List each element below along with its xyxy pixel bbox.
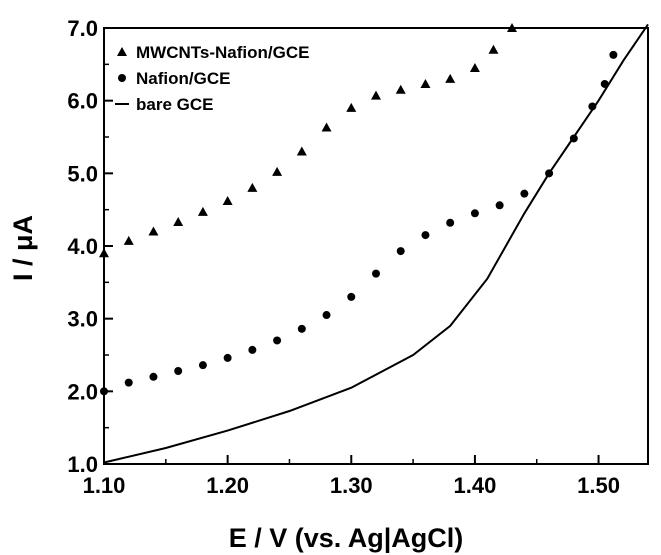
y-tick-label: 1.0 [67, 452, 98, 477]
legend-label: Nafion/GCE [136, 69, 230, 88]
y-tick-label: 4.0 [67, 234, 98, 259]
data-point-nafion [124, 378, 133, 387]
data-point-nafion [470, 209, 479, 218]
y-axis-ticks: 1.0 2.0 3.0 4.0 5.0 6.0 7.0 [67, 16, 113, 477]
data-point-mwcnts [371, 90, 381, 100]
x-tick-label: 1.50 [577, 473, 620, 498]
y-tick-label: 6.0 [67, 89, 98, 114]
data-point-nafion [198, 361, 207, 370]
data-point-nafion [347, 292, 356, 301]
data-point-nafion [223, 353, 232, 362]
y-tick-label: 7.0 [67, 16, 98, 41]
data-point-nafion [149, 372, 158, 381]
x-axis-ticks: 1.10 1.20 1.30 1.40 1.50 [83, 455, 620, 498]
y-tick-label: 2.0 [67, 379, 98, 404]
data-point-mwcnts [197, 206, 208, 216]
data-point-mwcnts [420, 78, 431, 88]
y-tick-label: 3.0 [67, 307, 98, 332]
data-point-mwcnts [445, 73, 456, 83]
data-point-mwcnts [247, 182, 258, 192]
data-point-nafion [100, 387, 108, 396]
data-point-nafion [372, 269, 380, 278]
data-point-nafion [322, 311, 331, 320]
legend-label: MWCNTs-Nafion/GCE [136, 43, 309, 62]
legend-label: bare GCE [136, 95, 213, 114]
data-point-mwcnts [173, 217, 184, 227]
x-tick-label: 1.20 [206, 473, 249, 498]
data-point-nafion [273, 336, 282, 345]
legend: MWCNTs-Nafion/GCE Nafion/GCE bare GCE [115, 43, 309, 114]
data-point-mwcnts [272, 166, 283, 176]
series-line-bare-gce [103, 23, 649, 464]
data-point-mwcnts [395, 84, 406, 94]
data-point-mwcnts [346, 102, 357, 112]
y-axis-title: I / μA [8, 215, 38, 281]
x-axis-title: E / V (vs. Ag|AgCl) [229, 523, 464, 553]
data-point-mwcnts [99, 248, 109, 258]
series-layer [99, 23, 649, 464]
y-tick-label: 5.0 [67, 161, 98, 186]
data-point-mwcnts [488, 44, 499, 54]
data-point-nafion [446, 218, 455, 227]
data-point-nafion [495, 201, 504, 210]
x-tick-label: 1.30 [330, 473, 373, 498]
data-point-nafion [248, 345, 257, 354]
data-point-mwcnts [469, 62, 480, 72]
data-point-mwcnts [123, 235, 134, 245]
data-point-nafion [297, 324, 306, 333]
data-point-nafion [396, 247, 405, 256]
data-point-nafion [174, 366, 183, 375]
data-point-mwcnts [296, 146, 307, 156]
data-point-mwcnts [148, 226, 159, 236]
data-point-mwcnts [507, 23, 517, 32]
data-point-mwcnts [222, 195, 233, 205]
legend-marker-triangle [117, 47, 127, 56]
legend-marker-circle [118, 74, 126, 82]
data-point-nafion [421, 231, 430, 240]
data-point-mwcnts [321, 122, 332, 132]
data-point-nafion [520, 189, 529, 198]
x-tick-label: 1.40 [453, 473, 496, 498]
x-tick-label: 1.10 [83, 473, 126, 498]
data-point-nafion [609, 50, 618, 59]
